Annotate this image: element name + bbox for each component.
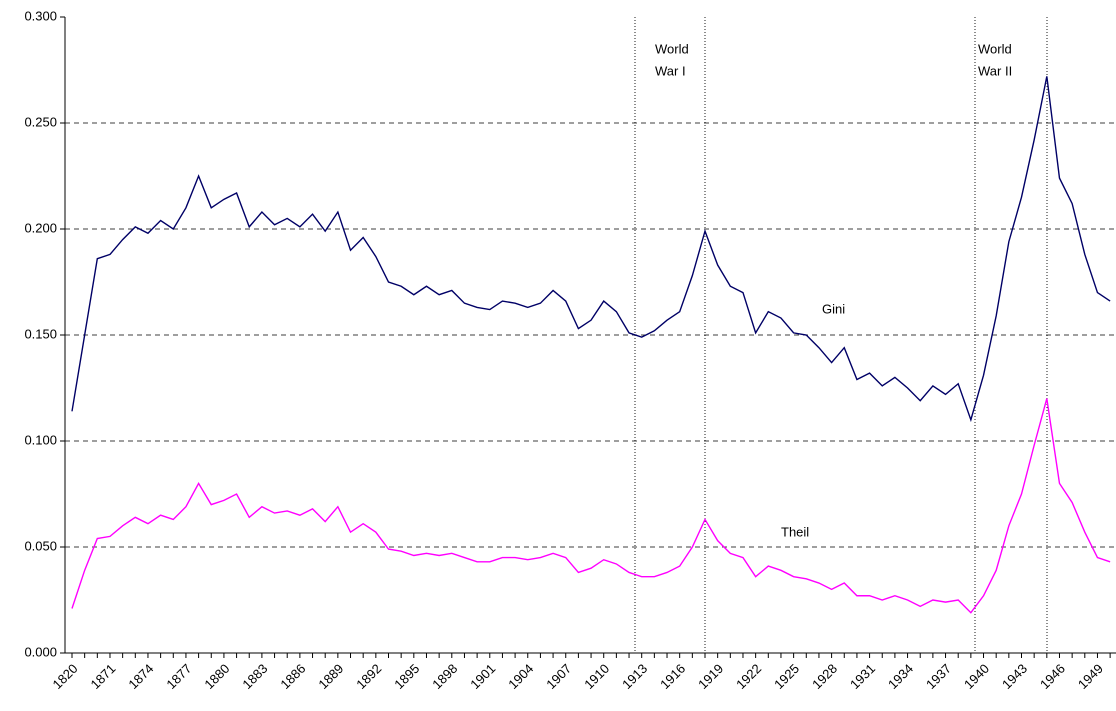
x-tick-label: 1919 (695, 661, 726, 692)
x-tick-label: 1874 (125, 661, 156, 692)
x-tick-label: 1916 (657, 661, 688, 692)
x-tick-label: 1931 (847, 661, 878, 692)
annotation: War I (655, 63, 686, 78)
x-tick-label: 1925 (771, 661, 802, 692)
x-tick-label: 1883 (239, 661, 270, 692)
y-tick-label: 0.300 (24, 8, 57, 23)
x-tick-label: 1877 (163, 661, 194, 692)
x-tick-label: 1910 (581, 661, 612, 692)
y-tick-label: 0.100 (24, 432, 57, 447)
series-line (71, 398, 1111, 614)
x-tick-label: 1922 (733, 661, 764, 692)
x-tick-label: 1940 (961, 661, 992, 692)
x-tick-label: 1892 (353, 661, 384, 692)
x-tick-label: 1880 (201, 661, 232, 692)
x-tick-label: 1895 (391, 661, 422, 692)
x-tick-label: 1886 (277, 661, 308, 692)
x-tick-label: 1937 (923, 661, 954, 692)
y-tick-label: 0.200 (24, 220, 57, 235)
annotation: War II (978, 63, 1012, 78)
y-tick-label: 0.000 (24, 644, 57, 659)
y-tick-label: 0.150 (24, 326, 57, 341)
x-tick-label: 1913 (619, 661, 650, 692)
x-tick-label: 1820 (49, 661, 80, 692)
x-tick-label: 1889 (315, 661, 346, 692)
x-tick-label: 1934 (885, 661, 916, 692)
x-tick-label: 1871 (87, 661, 118, 692)
x-tick-label: 1943 (999, 661, 1030, 692)
annotation: World (655, 41, 689, 56)
x-tick-label: 1928 (809, 661, 840, 692)
x-tick-label: 1898 (429, 661, 460, 692)
y-tick-label: 0.250 (24, 114, 57, 129)
x-tick-label: 1901 (467, 661, 498, 692)
y-tick-label: 0.050 (24, 538, 57, 553)
x-tick-label: 1904 (505, 661, 536, 692)
annotation: World (978, 41, 1012, 56)
series-label: Gini (822, 301, 845, 316)
x-tick-label: 1907 (543, 661, 574, 692)
series-label: Theil (781, 524, 809, 539)
x-tick-label: 1946 (1037, 661, 1068, 692)
x-tick-label: 1949 (1075, 661, 1106, 692)
series-line (71, 76, 1111, 423)
